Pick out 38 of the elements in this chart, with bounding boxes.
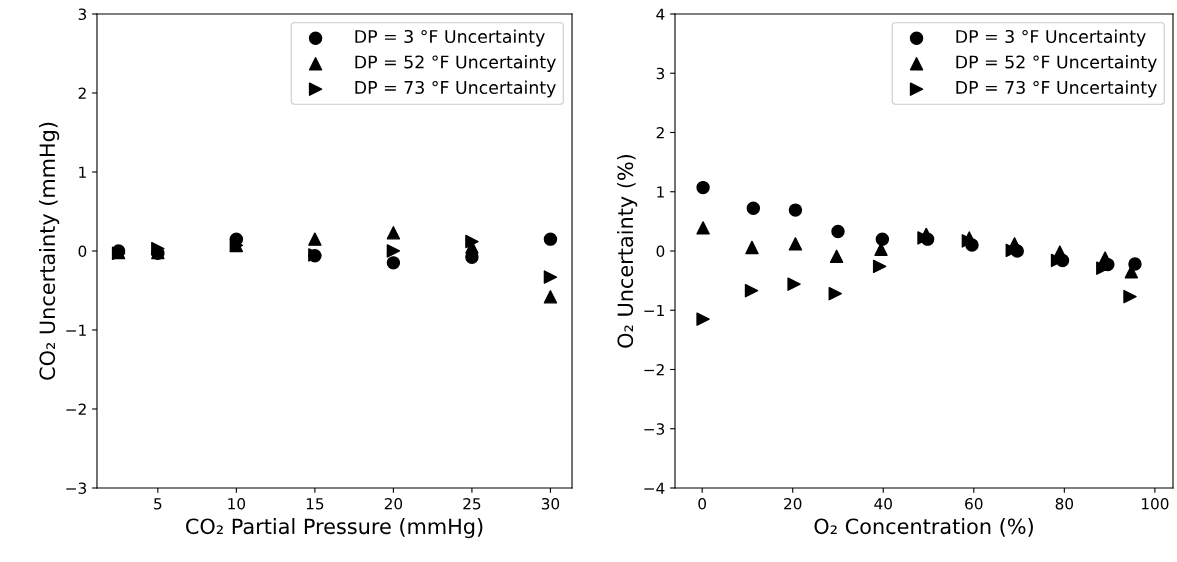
x-tick-label: 100 [1141, 497, 1169, 510]
legend-label: DP = 73 °F Uncertainty [956, 80, 1157, 98]
x-axis-title: CO₂ Partial Pressure (mmHg) [186, 518, 483, 539]
y-axis-title: CO₂ Uncertainty (mmHg) [39, 122, 60, 380]
x-tick-label: 20 [784, 497, 802, 510]
y-tick-label: 2 [78, 87, 86, 99]
y-tick-label: −1 [644, 304, 664, 317]
x-tick-label: 20 [384, 497, 403, 510]
y-tick-label: 3 [78, 8, 87, 21]
x-tick-label: 30 [541, 497, 560, 510]
x-tick-label: 15 [306, 498, 324, 510]
legend-label: DP = 52 °F Uncertainty [956, 55, 1157, 72]
x-tick-label: 0 [698, 497, 707, 510]
y-tick-label: 0 [656, 245, 665, 258]
legend-label: DP = 3 °F Uncertainty [355, 29, 545, 47]
x-tick-label: 40 [874, 497, 892, 510]
y-tick-label: 1 [79, 166, 86, 178]
x-tick-label: 80 [1055, 497, 1074, 510]
y-tick-label: −1 [66, 324, 86, 336]
y-axis-title: O₂ Uncertainty (%) [617, 154, 638, 348]
y-tick-label: 1 [657, 186, 664, 198]
x-tick-label: 10 [228, 497, 246, 510]
y-tick-label: −3 [644, 423, 665, 435]
y-tick-label: −2 [644, 363, 664, 376]
y-tick-label: −3 [66, 482, 87, 495]
x-axis-title: O₂ Concentration (%) [814, 518, 1033, 537]
legend-label: DP = 73 °F Uncertainty [355, 80, 556, 98]
y-tick-label: 0 [78, 245, 87, 258]
x-tick-label: 25 [463, 497, 481, 510]
y-tick-label: 2 [656, 126, 664, 139]
x-tick-label: 5 [154, 498, 162, 510]
y-tick-label: 4 [656, 8, 665, 20]
y-tick-label: 3 [656, 67, 665, 80]
x-tick-label: 60 [965, 497, 983, 510]
y-tick-label: −4 [644, 482, 665, 494]
legend-label: DP = 52 °F Uncertainty [355, 55, 556, 72]
legend-label: DP = 3 °F Uncertainty [956, 29, 1146, 47]
y-tick-label: −2 [66, 403, 86, 415]
